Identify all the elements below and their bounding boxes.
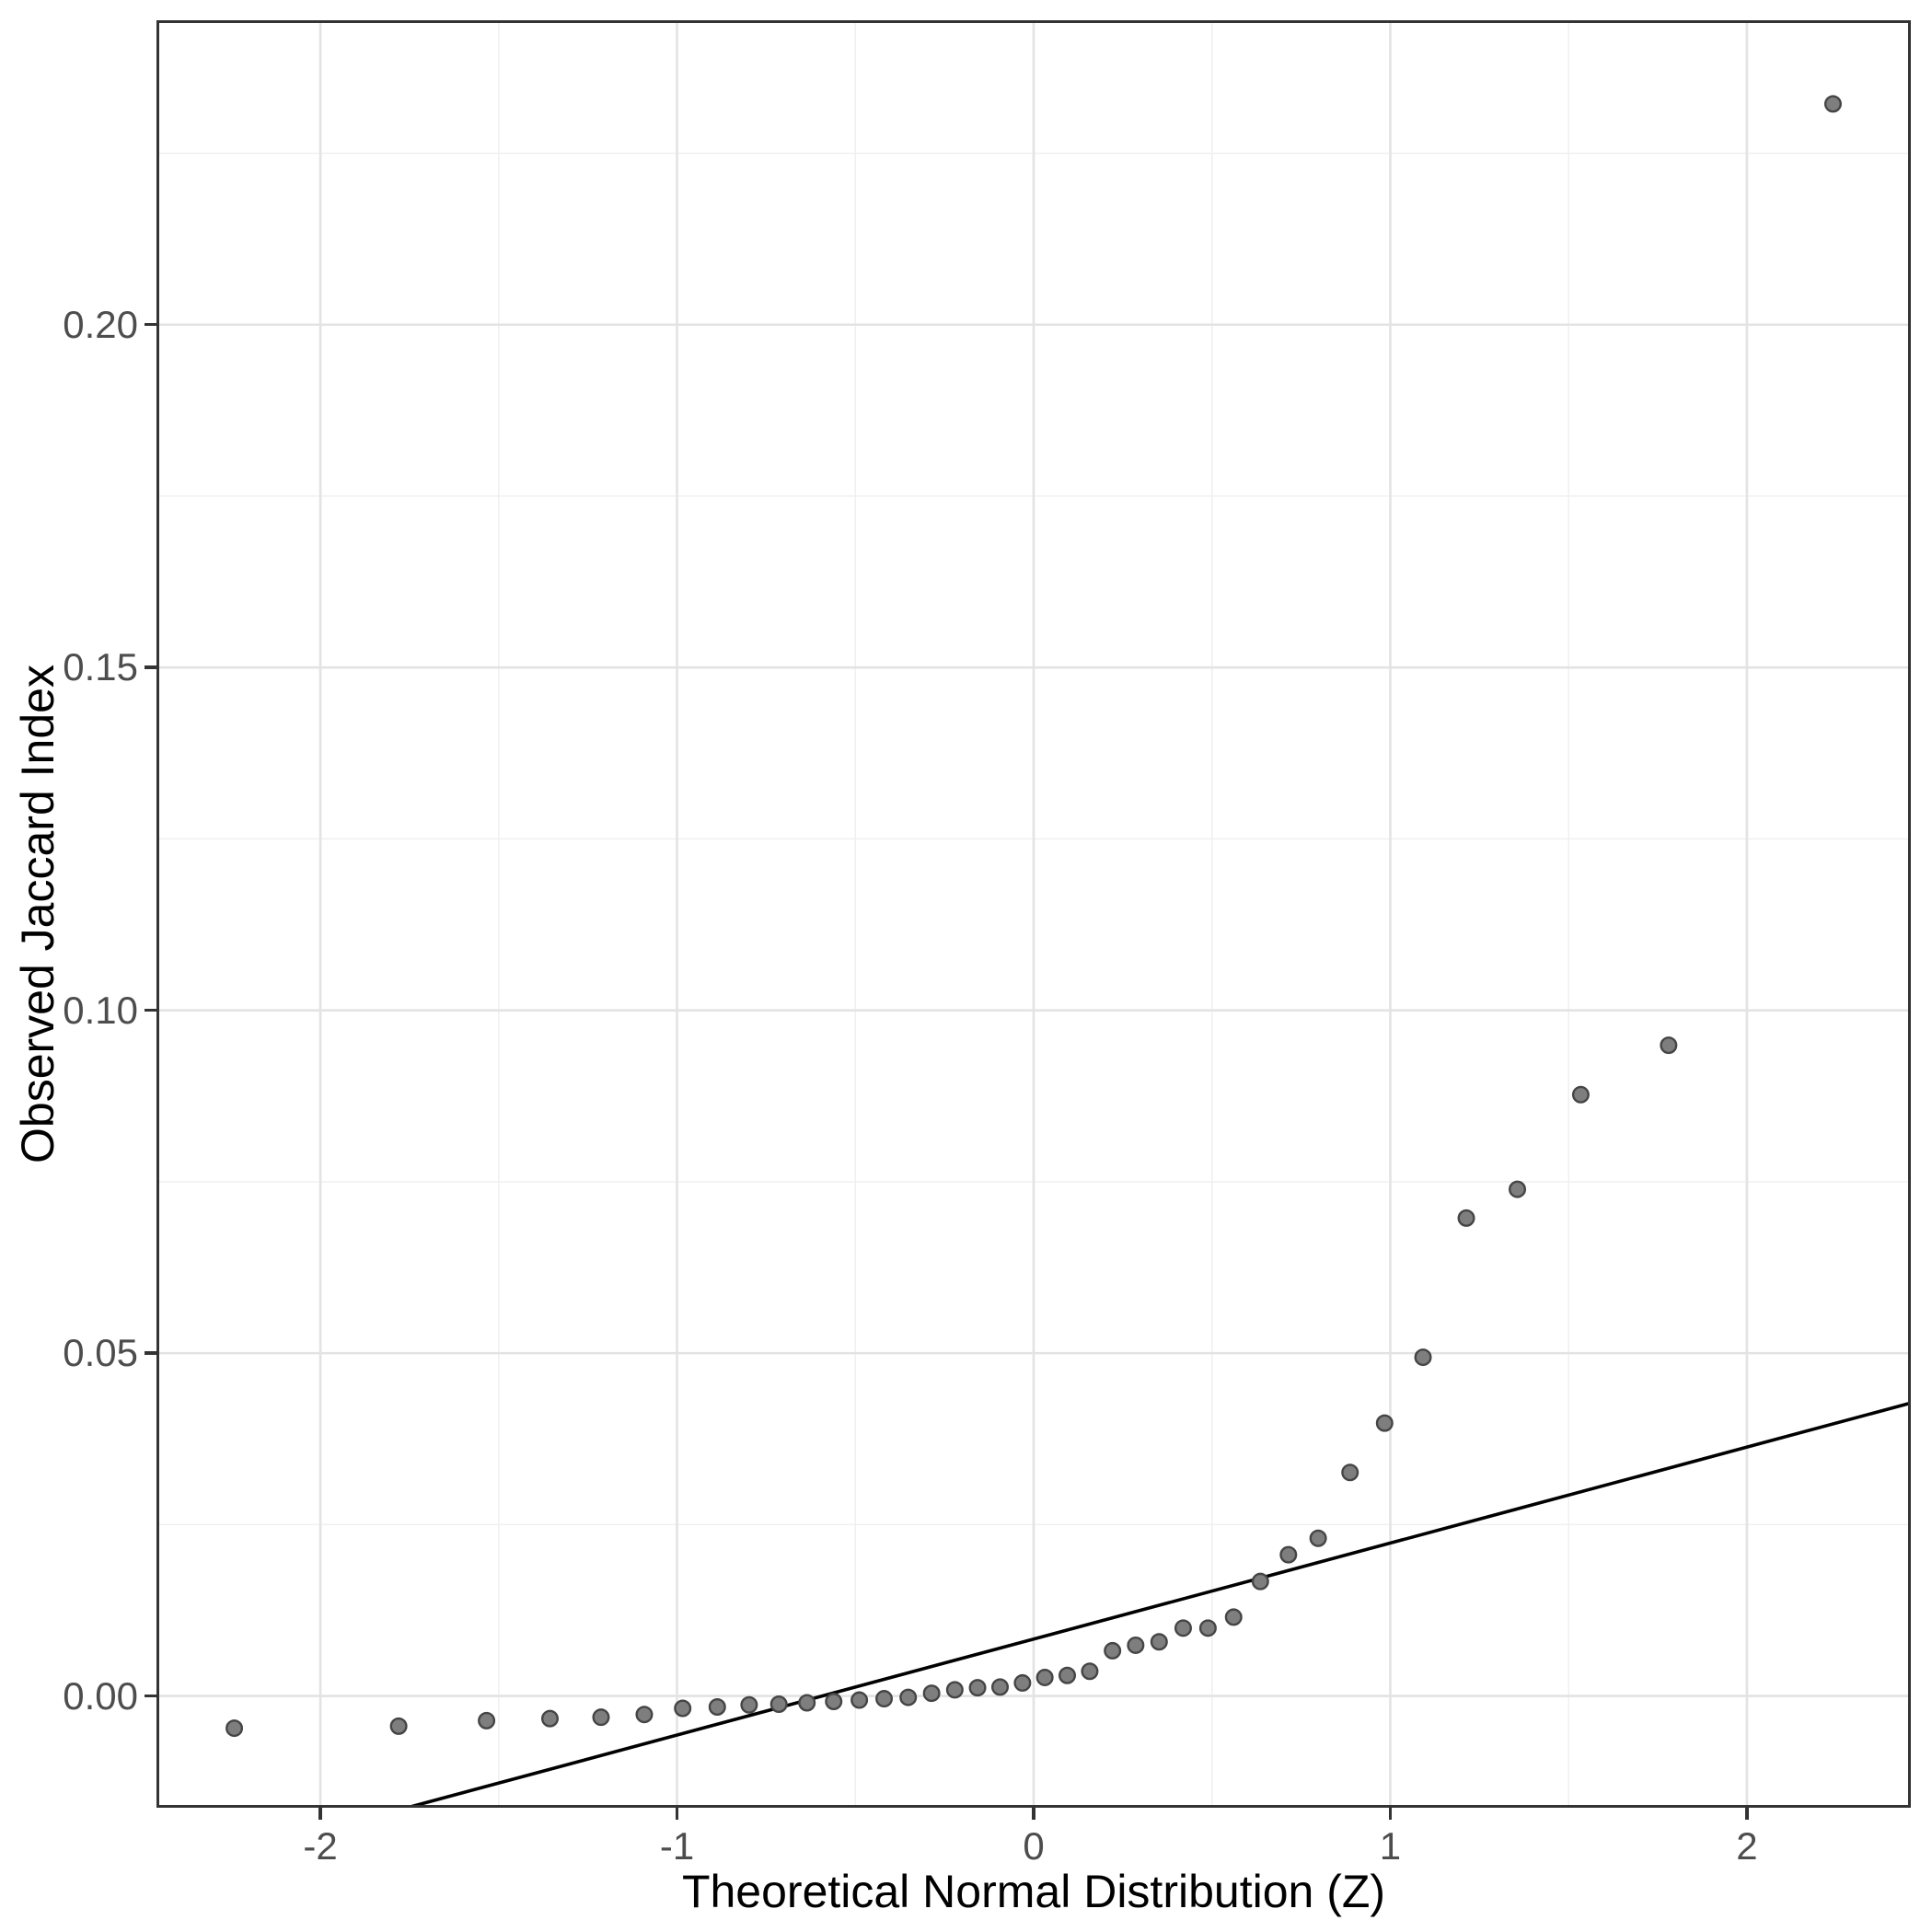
- data-point: [592, 1708, 610, 1727]
- y-tick-label: 0.15: [63, 645, 138, 689]
- data-point: [1251, 1572, 1269, 1591]
- x-tick-mark: [318, 1808, 322, 1820]
- y-tick-label: 0.20: [63, 302, 138, 346]
- data-point: [635, 1706, 654, 1724]
- data-point: [1660, 1036, 1678, 1055]
- data-point: [769, 1695, 788, 1714]
- x-tick-label: -1: [659, 1824, 695, 1868]
- y-tick-mark: [145, 1694, 156, 1698]
- data-point: [922, 1684, 941, 1703]
- y-tick-label: 0.05: [63, 1331, 138, 1375]
- data-point: [1414, 1348, 1432, 1367]
- data-point: [740, 1695, 758, 1714]
- x-axis-title: Theoretical Normal Distribution (Z): [681, 1866, 1386, 1917]
- data-point: [1509, 1180, 1527, 1198]
- plot-canvas: [156, 20, 1911, 1808]
- data-point: [1013, 1673, 1032, 1692]
- data-point: [899, 1688, 918, 1706]
- data-point: [1127, 1636, 1145, 1654]
- plot-panel: [156, 20, 1911, 1808]
- data-point: [226, 1719, 244, 1738]
- data-point: [1198, 1619, 1217, 1637]
- data-point: [1081, 1662, 1099, 1681]
- x-tick-label: 2: [1736, 1824, 1758, 1868]
- data-point: [674, 1699, 692, 1718]
- x-tick-mark: [1032, 1808, 1035, 1820]
- data-point: [1823, 95, 1842, 113]
- data-point: [1571, 1085, 1590, 1104]
- x-tick-label: 0: [1023, 1824, 1045, 1868]
- y-tick-label: 0.10: [63, 988, 138, 1032]
- data-point: [389, 1717, 408, 1735]
- data-point: [1457, 1209, 1475, 1227]
- data-point: [1341, 1463, 1359, 1482]
- y-tick-mark: [145, 322, 156, 327]
- data-point: [1104, 1641, 1122, 1660]
- data-point: [991, 1678, 1010, 1696]
- x-tick-mark: [1745, 1808, 1749, 1820]
- data-point: [1058, 1666, 1076, 1684]
- data-point: [1309, 1529, 1327, 1547]
- data-point: [945, 1681, 964, 1699]
- data-point: [1224, 1608, 1243, 1626]
- qq-reference-line: [406, 1401, 1911, 1808]
- data-point: [1375, 1414, 1394, 1432]
- data-point: [825, 1693, 843, 1711]
- data-point: [968, 1679, 987, 1697]
- data-point: [478, 1711, 496, 1730]
- y-tick-mark: [145, 1351, 156, 1355]
- data-point: [850, 1691, 869, 1709]
- x-tick-mark: [675, 1808, 679, 1820]
- data-point: [1174, 1619, 1192, 1637]
- data-point: [1150, 1633, 1168, 1651]
- data-point: [708, 1697, 726, 1716]
- panel-border: [156, 20, 1911, 1808]
- data-point: [1035, 1668, 1054, 1686]
- y-axis-title: Observed Jaccard Index: [12, 665, 64, 1163]
- data-point: [540, 1709, 559, 1728]
- y-tick-mark: [145, 1008, 156, 1012]
- data-point: [875, 1690, 894, 1708]
- y-tick-label: 0.00: [63, 1673, 138, 1718]
- x-tick-label: -2: [303, 1824, 338, 1868]
- x-tick-label: 1: [1379, 1824, 1402, 1868]
- y-tick-mark: [145, 665, 156, 669]
- data-point: [1279, 1545, 1298, 1564]
- x-tick-mark: [1388, 1808, 1393, 1820]
- data-point: [798, 1694, 816, 1712]
